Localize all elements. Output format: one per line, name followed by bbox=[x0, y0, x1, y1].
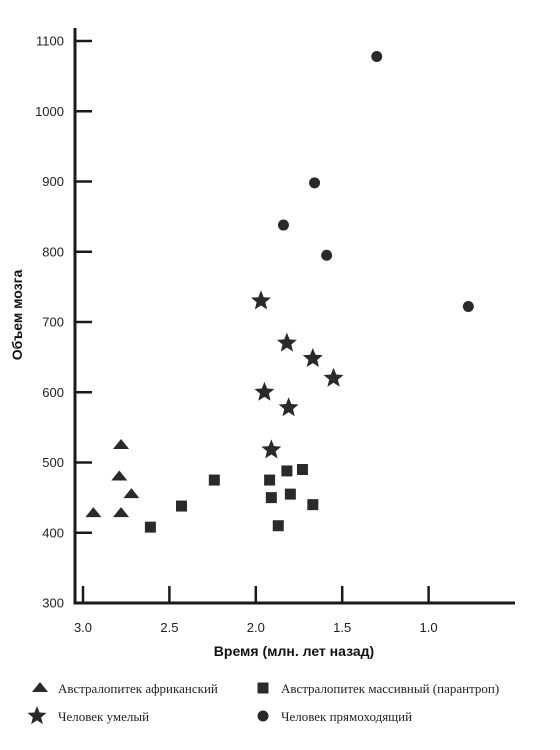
triangle-point-1 bbox=[113, 438, 130, 449]
legend-item-circle: Человек прямоходящий bbox=[257, 709, 412, 724]
x-tick-label-1.5: 1.5 bbox=[333, 620, 351, 635]
legend-label: Австралопитек массивный (парантроп) bbox=[281, 681, 499, 696]
legend-label: Человек умелый bbox=[58, 709, 149, 724]
x-tick-label-2.5: 2.5 bbox=[160, 620, 178, 635]
star-point-5 bbox=[254, 381, 275, 401]
y-tick-label-700: 700 bbox=[42, 315, 64, 330]
x-tick-label-3.0: 3.0 bbox=[74, 620, 92, 635]
circle-point-3 bbox=[277, 219, 289, 231]
circle-point-4 bbox=[321, 249, 333, 261]
circle-point-2 bbox=[309, 177, 321, 189]
legend-label: Человек прямоходящий bbox=[281, 709, 412, 724]
legend-star-icon bbox=[27, 706, 47, 725]
star-point-7 bbox=[261, 439, 282, 459]
triangle-point-2 bbox=[111, 470, 128, 481]
star-point-4 bbox=[323, 367, 344, 387]
square-point-8 bbox=[284, 488, 296, 500]
x-axis-title: Время (млн. лет назад) bbox=[214, 643, 374, 659]
legend-item-star: Человек умелый bbox=[27, 706, 149, 725]
series-circle bbox=[277, 50, 474, 313]
y-tick-label-400: 400 bbox=[42, 525, 64, 540]
triangle-point-5 bbox=[113, 507, 130, 518]
x-tick-label-1.0: 1.0 bbox=[420, 620, 438, 635]
y-tick-label-800: 800 bbox=[42, 244, 64, 259]
circle-point-1 bbox=[371, 50, 383, 62]
series-square bbox=[144, 464, 319, 533]
triangle-point-3 bbox=[123, 488, 140, 499]
star-point-2 bbox=[276, 332, 297, 352]
legend-square-icon bbox=[257, 682, 269, 694]
y-tick-label-300: 300 bbox=[42, 596, 64, 611]
series-triangle bbox=[85, 438, 140, 518]
series-star bbox=[251, 290, 344, 459]
star-point-1 bbox=[251, 290, 271, 310]
square-point-3 bbox=[208, 474, 220, 486]
legend-item-triangle: Австралопитек африканский bbox=[32, 681, 218, 696]
square-point-1 bbox=[144, 521, 156, 533]
circle-point-5 bbox=[462, 301, 474, 313]
legend-item-square: Австралопитек массивный (парантроп) bbox=[257, 681, 499, 696]
x-ticks: 3.0 2.5 2.0 1.5 1.0 bbox=[74, 586, 438, 635]
data-points bbox=[85, 50, 474, 533]
y-tick-label-1000: 1000 bbox=[35, 104, 64, 119]
square-point-6 bbox=[272, 520, 284, 532]
y-tick-label-1100: 1100 bbox=[36, 34, 64, 49]
square-point-5 bbox=[265, 492, 277, 504]
axes bbox=[73, 28, 515, 605]
y-tick-label-600: 600 bbox=[42, 385, 64, 400]
legend-circle-icon bbox=[257, 710, 269, 722]
star-point-6 bbox=[278, 397, 299, 417]
star-point-3 bbox=[302, 348, 323, 368]
square-point-9 bbox=[296, 464, 308, 476]
legend-triangle-icon bbox=[32, 682, 48, 692]
triangle-point-4 bbox=[85, 507, 102, 518]
square-point-10 bbox=[307, 499, 319, 511]
y-axis-title: Объем мозга bbox=[9, 270, 25, 361]
legend-label: Австралопитек африканский bbox=[58, 681, 218, 696]
legend: Австралопитек африканский Австралопитек м… bbox=[27, 681, 499, 725]
x-tick-label-2.0: 2.0 bbox=[247, 620, 265, 635]
y-tick-label-900: 900 bbox=[42, 174, 64, 189]
square-point-4 bbox=[264, 474, 276, 486]
square-point-7 bbox=[281, 465, 293, 477]
y-tick-label-500: 500 bbox=[42, 455, 64, 470]
y-ticks: 300 400 500 600 700 800 900 1000 1100 bbox=[35, 34, 92, 611]
square-point-2 bbox=[175, 500, 187, 512]
